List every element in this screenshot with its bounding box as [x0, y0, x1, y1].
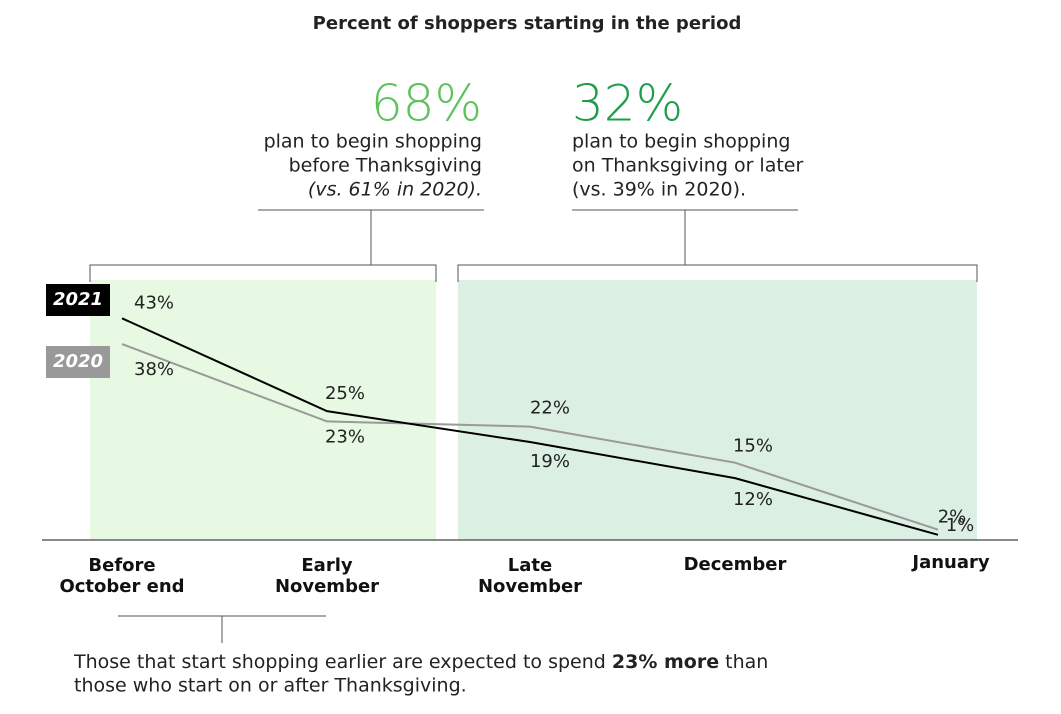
- note: Those that start shopping earlier are ex…: [73, 651, 768, 673]
- data-label: 23%: [325, 426, 365, 447]
- x-tick-label: Early: [301, 555, 352, 576]
- x-tick-label: October end: [59, 576, 184, 597]
- x-tick-label: January: [910, 552, 989, 573]
- data-label: 15%: [733, 436, 773, 457]
- chart-title: Percent of shoppers starting in the peri…: [313, 13, 742, 34]
- early-region: [90, 280, 436, 540]
- x-tick-label: Late: [508, 555, 552, 576]
- bracket: [457, 209, 978, 282]
- line: [121, 343, 939, 531]
- data-label: 12%: [733, 489, 773, 510]
- annotation-line: (vs. 61% in 2020).: [308, 179, 482, 201]
- data-label: 22%: [530, 398, 570, 419]
- annotation-line: plan to begin shopping: [264, 131, 482, 153]
- legend-badge: [46, 346, 110, 378]
- note-text: Those that start shopping earlier are ex…: [73, 651, 612, 673]
- legend-label: 2020: [53, 351, 103, 372]
- annotation-line: before Thanksgiving: [289, 155, 482, 177]
- data-label: 2%: [938, 507, 967, 528]
- annotation-line: (vs. 39% in 2020).: [572, 179, 746, 201]
- data-label: 38%: [134, 359, 174, 380]
- x-tick-label: November: [478, 576, 582, 597]
- annotation-headline: 32%: [572, 75, 683, 133]
- annotation-line: on Thanksgiving or later: [572, 155, 803, 177]
- bracket: [89, 209, 484, 282]
- legend-label: 2021: [53, 289, 103, 310]
- bracket: [118, 615, 326, 643]
- late-region: [458, 280, 977, 540]
- x-tick-label: December: [684, 554, 787, 575]
- annotation-headline: 68%: [371, 75, 482, 133]
- annotation-line: plan to begin shopping: [572, 131, 790, 153]
- note-text: those who start on or after Thanksgiving…: [74, 675, 467, 697]
- x-tick-label: November: [275, 576, 379, 597]
- legend-badge: [46, 284, 110, 316]
- note-emphasis: 23% more: [612, 651, 719, 673]
- data-label: 43%: [134, 292, 174, 313]
- line: [121, 317, 939, 536]
- data-label: 19%: [530, 451, 570, 472]
- data-label: 1%: [946, 515, 975, 536]
- data-label: 25%: [325, 383, 365, 404]
- note-text: than: [719, 651, 768, 673]
- x-tick-label: Before: [88, 555, 155, 576]
